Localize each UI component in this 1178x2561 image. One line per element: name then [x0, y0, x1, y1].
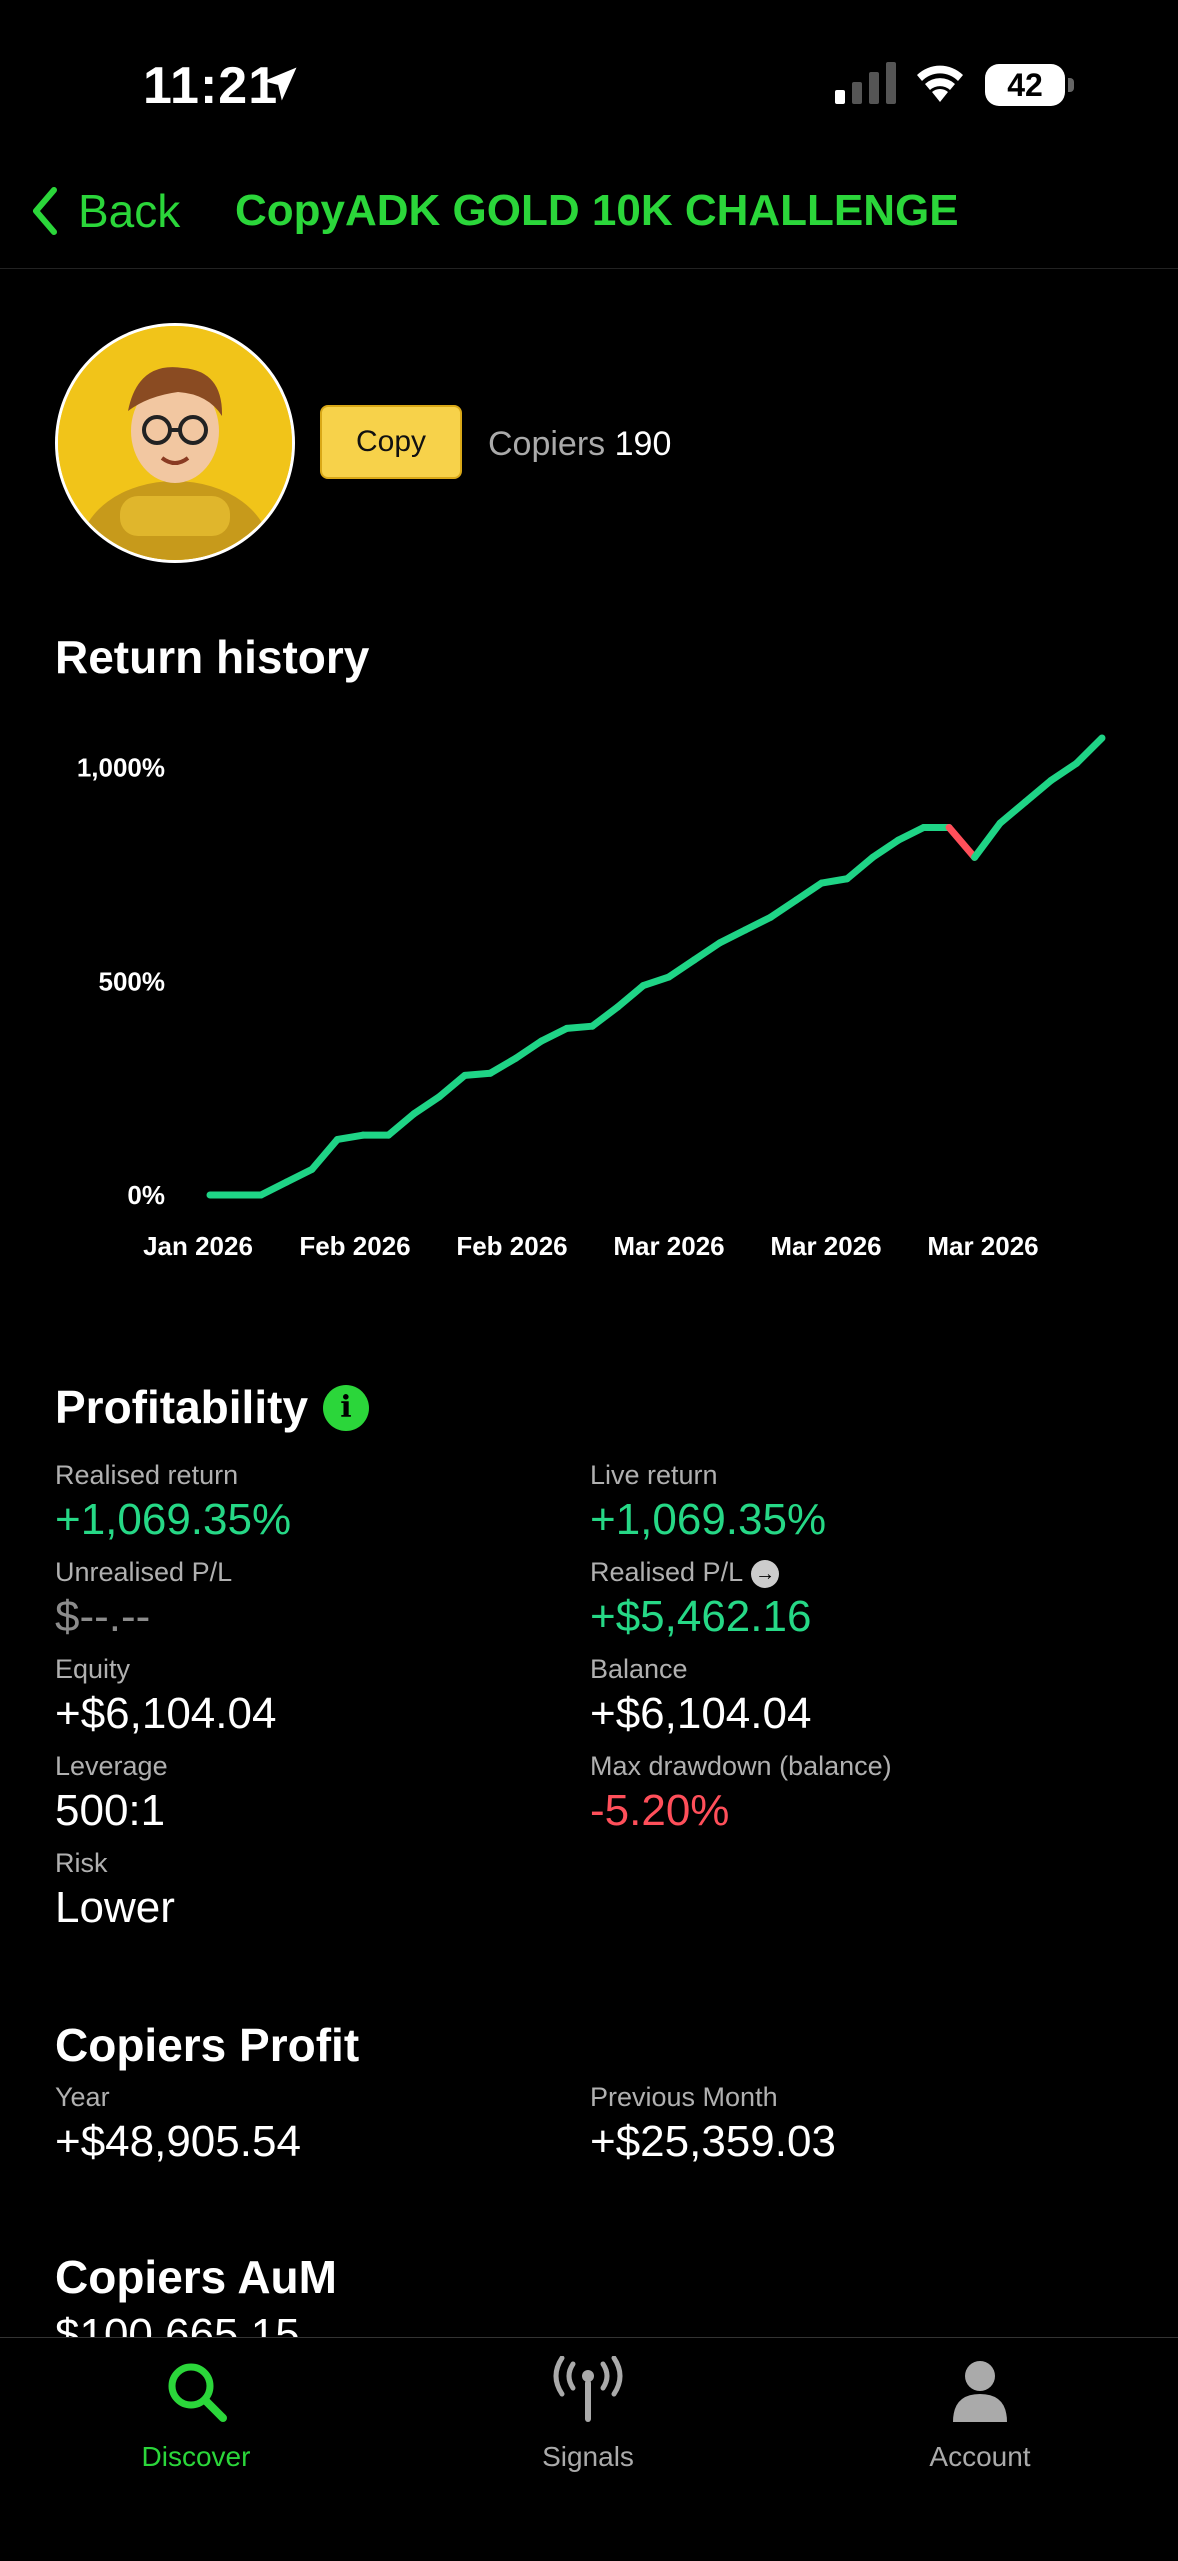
live-return-value: +1,069.35% [590, 1495, 827, 1544]
return-line-segment [869, 836, 902, 861]
return-history-title: Return history [55, 631, 370, 683]
copiers-label: Copiers [488, 425, 606, 463]
nav-bar: Back CopyADK GOLD 10K CHALLENGE [0, 170, 1178, 269]
return-line-segment [308, 1135, 341, 1173]
unrealised-pl-label: Unrealised P/L [55, 1557, 233, 1587]
max-drawdown-value: -5.20% [590, 1786, 730, 1835]
copiers-aum-title: Copiers AuM [55, 2251, 337, 2303]
return-line-segment [1022, 776, 1055, 806]
profitability-title: Profitability [55, 1381, 309, 1433]
risk-label: Risk [55, 1848, 108, 1878]
return-line-segment [333, 1131, 367, 1143]
copiers-number: 190 [614, 425, 672, 463]
arrow-right-circle-icon[interactable]: → [751, 1559, 780, 1588]
previous-month-label: Previous Month [590, 2082, 778, 2112]
info-icon[interactable]: i [323, 1385, 369, 1431]
return-line-segment [435, 1071, 469, 1101]
balance-value: +$6,104.04 [590, 1689, 812, 1738]
leverage-value: 500:1 [55, 1786, 166, 1835]
return-line-segment [665, 956, 698, 981]
risk-value: Lower [55, 1883, 175, 1932]
page-title: CopyADK GOLD 10K CHALLENGE [235, 186, 959, 235]
tab-discover-label: Discover [141, 2441, 251, 2472]
x-tick-label: Feb 2026 [456, 1231, 567, 1261]
realised-pl-label: Realised P/L [590, 1557, 744, 1587]
return-line-segment [257, 1178, 290, 1199]
realised-return-label: Realised return [55, 1460, 239, 1490]
return-line-segment [945, 823, 979, 861]
copiers-count: Copiers 190 [488, 425, 671, 464]
return-line-segment [1047, 759, 1081, 784]
battery-nub [1068, 78, 1074, 92]
avatar-illustration [58, 326, 292, 560]
max-drawdown-label: Max drawdown (balance) [590, 1751, 892, 1781]
year-label: Year [55, 2082, 110, 2112]
equity-value: +$6,104.04 [55, 1689, 277, 1738]
return-line-segment [818, 875, 851, 887]
return-line-segment [1073, 734, 1106, 767]
realised-pl-label-row[interactable]: Realised P/L → [590, 1557, 780, 1588]
unrealised-pl-value: $--.-- [55, 1592, 151, 1641]
y-tick-label: 1,000% [77, 753, 165, 783]
year-value: +$48,905.54 [55, 2117, 301, 2166]
return-history-chart: 1,000% 500% 0% Jan 2026 Feb 2026 Feb 2026 Mar … [77, 734, 1106, 1261]
return-line-segment [282, 1165, 316, 1186]
copiers-profit-title: Copiers Profit [55, 2019, 360, 2071]
x-tick-label: Mar 2026 [613, 1231, 724, 1261]
tab-discover[interactable]: Discover [46, 2338, 346, 2473]
realised-pl-value: +$5,462.16 [590, 1592, 812, 1641]
return-line-segment [639, 973, 673, 990]
back-label: Back [78, 185, 181, 237]
return-line-segment [486, 1054, 520, 1077]
return-line-segment [741, 913, 775, 934]
return-line-segment [971, 819, 1004, 861]
location-arrow-icon [263, 67, 297, 101]
return-line-segment [614, 982, 647, 1011]
return-line-segment [410, 1093, 443, 1118]
balance-label: Balance [590, 1654, 688, 1684]
status-bar: 11:21 42 [0, 0, 1178, 170]
x-tick-label: Feb 2026 [299, 1231, 410, 1261]
status-time: 11:21 [143, 57, 279, 115]
antenna-icon [553, 2355, 623, 2422]
equity-label: Equity [55, 1654, 131, 1684]
realised-return-value: +1,069.35% [55, 1495, 292, 1544]
return-line-segment [767, 896, 800, 921]
live-return-label: Live return [590, 1460, 718, 1490]
wifi-icon [917, 65, 963, 102]
tab-bar: Discover Signals Account [0, 2337, 1178, 2561]
tab-account[interactable]: Account [830, 2338, 1130, 2473]
return-line-segment [996, 798, 1030, 827]
return-line-segment [384, 1110, 418, 1139]
return-line-segment [894, 823, 928, 844]
tab-account-label: Account [929, 2441, 1031, 2472]
copy-button[interactable]: Copy [320, 405, 462, 479]
return-line-segment [690, 939, 724, 964]
return-line-segment [512, 1037, 545, 1062]
back-button[interactable]: Back [30, 184, 180, 238]
x-tick-label: Mar 2026 [927, 1231, 1038, 1261]
y-tick-label: 0% [127, 1180, 165, 1210]
return-line-segment [792, 879, 826, 904]
tab-signals[interactable]: Signals [438, 2338, 738, 2473]
avatar [55, 323, 295, 563]
signal-icon [835, 62, 896, 104]
chevron-left-icon [33, 187, 57, 235]
tab-signals-label: Signals [542, 2441, 634, 2472]
battery-indicator: 42 [985, 64, 1065, 106]
return-line-segment [461, 1069, 494, 1079]
x-tick-label: Mar 2026 [770, 1231, 881, 1261]
return-line-segment [716, 926, 749, 947]
search-icon [168, 2363, 227, 2422]
leverage-label: Leverage [55, 1751, 168, 1781]
person-icon [953, 2361, 1007, 2422]
return-line-segment [537, 1024, 571, 1045]
y-tick-label: 500% [99, 966, 166, 996]
return-line-segment [588, 1003, 622, 1030]
previous-month-value: +$25,359.03 [590, 2117, 836, 2166]
x-tick-label: Jan 2026 [143, 1231, 253, 1261]
return-line-segment [563, 1022, 596, 1032]
return-line-segment [843, 853, 877, 883]
